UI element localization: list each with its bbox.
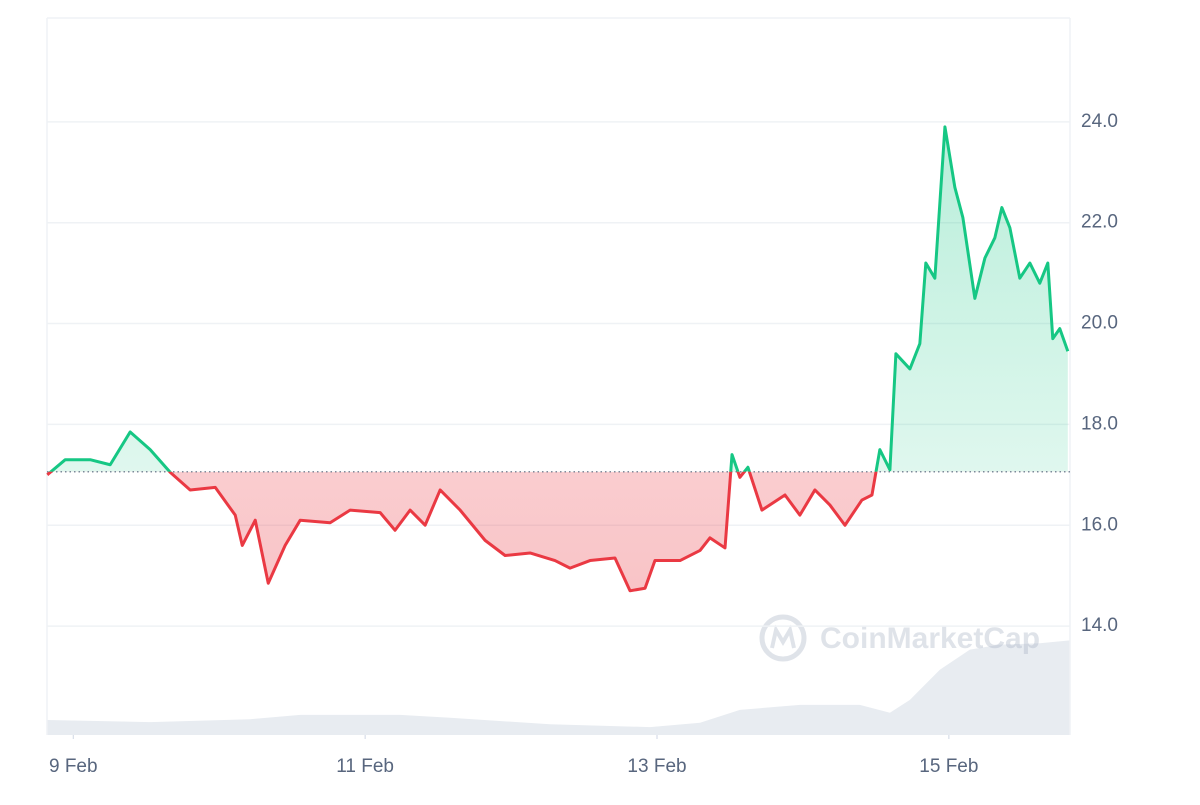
y-tick-label: 14.0 [1081, 615, 1118, 636]
area-above [47, 126, 1068, 472]
price-line-up [48, 125, 1070, 472]
area-below [47, 471, 876, 591]
y-tick-label: 16.0 [1081, 514, 1118, 535]
x-tick-label: 13 Feb [627, 756, 686, 777]
x-tick-label: 9 Feb [49, 756, 98, 777]
x-tick-label: 15 Feb [919, 756, 978, 777]
watermark: CoinMarketCap [759, 614, 1040, 662]
y-tick-label: 24.0 [1081, 111, 1118, 132]
price-line-down [46, 471, 878, 593]
x-tick-label: 11 Feb [336, 756, 394, 777]
y-tick-label: 20.0 [1081, 313, 1118, 334]
y-tick-label: 22.0 [1081, 212, 1118, 233]
watermark-text: CoinMarketCap [820, 622, 1040, 655]
volume-area [47, 640, 1070, 735]
y-tick-label: 18.0 [1081, 413, 1118, 434]
